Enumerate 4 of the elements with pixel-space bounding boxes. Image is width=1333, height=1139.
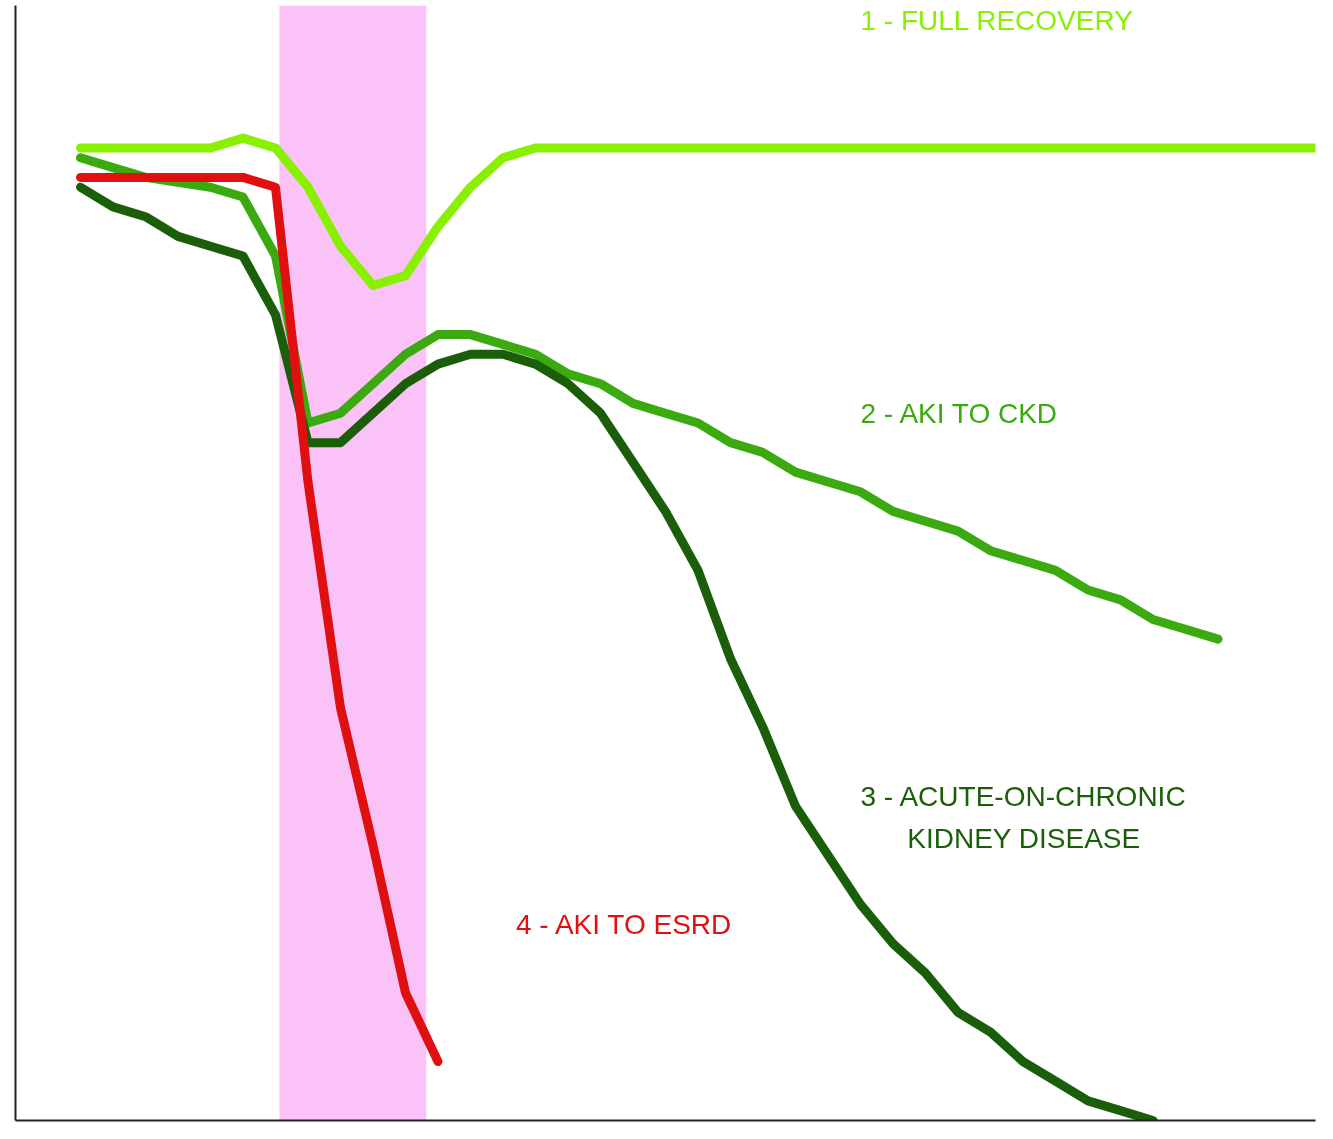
text: 2 - AKI TO CKD	[860, 397, 1058, 429]
series-label: 3 - ACUTE-ON-CHRONIC KIDNEY DISEASE	[860, 780, 1186, 855]
text: 4 - AKI TO ESRD	[516, 908, 732, 940]
text: 1 - FULL RECOVERY	[860, 4, 1134, 36]
